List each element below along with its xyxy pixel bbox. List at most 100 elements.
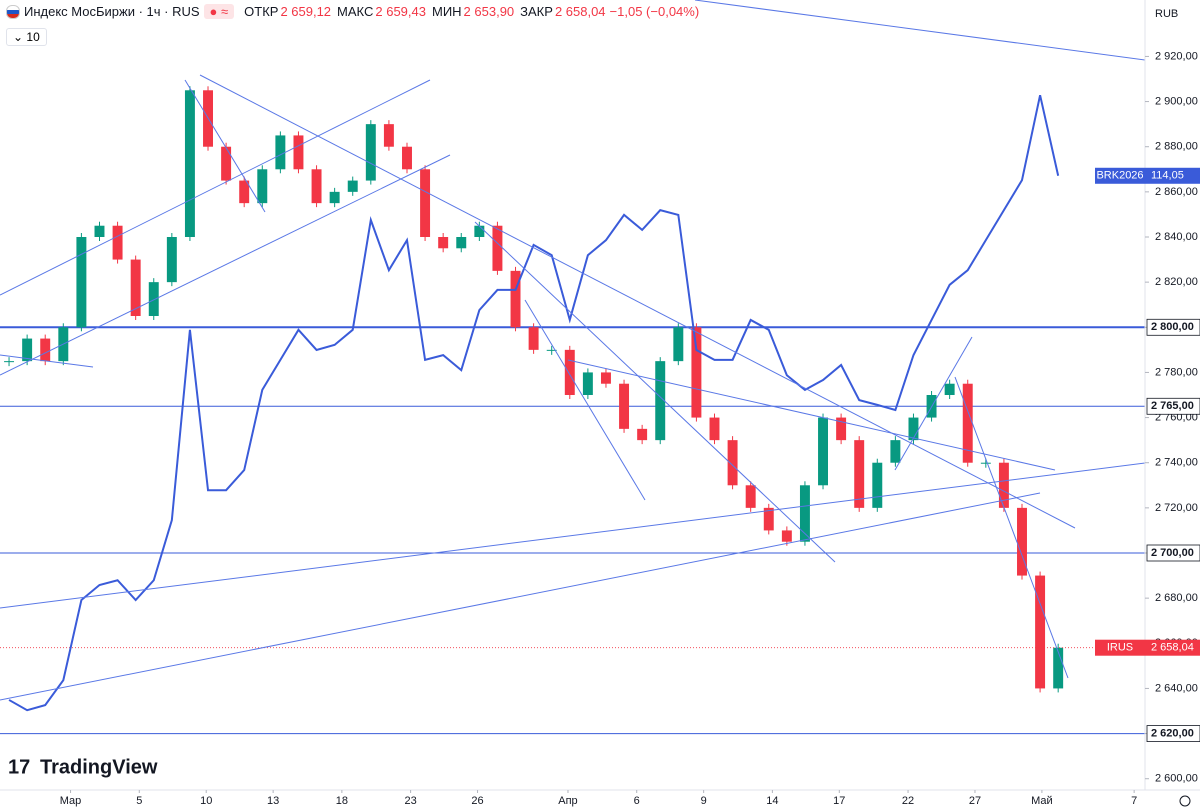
candle bbox=[402, 146, 412, 170]
candle bbox=[637, 428, 648, 441]
last-value-label: 2 658,04 bbox=[1151, 642, 1194, 654]
price-line-label: 2 765,00 bbox=[1151, 400, 1194, 412]
x-tick-label: 26 bbox=[471, 795, 483, 807]
price-line-box bbox=[1146, 318, 1200, 336]
x-tick-label: 13 bbox=[267, 795, 279, 807]
candle bbox=[257, 169, 268, 204]
series-name: IRUS bbox=[1107, 642, 1133, 654]
trend-line bbox=[0, 79, 431, 296]
candle bbox=[112, 225, 123, 260]
x-tick-label: 18 bbox=[336, 795, 348, 807]
candle bbox=[745, 485, 756, 508]
price-line-box bbox=[1146, 725, 1200, 742]
candle bbox=[474, 225, 485, 237]
trend-line bbox=[954, 376, 1069, 679]
candle bbox=[582, 372, 593, 395]
plot-area bbox=[0, 86, 1145, 735]
candle bbox=[1035, 575, 1046, 689]
candle bbox=[600, 372, 611, 384]
y-tick-label: 2 740,00 bbox=[1155, 457, 1198, 469]
candle bbox=[420, 169, 431, 237]
candle bbox=[1053, 647, 1064, 689]
candle bbox=[673, 327, 684, 362]
candle bbox=[275, 135, 286, 170]
candle bbox=[908, 417, 919, 441]
y-tick-label: 2 820,00 bbox=[1155, 276, 1198, 288]
last-value-box bbox=[1145, 167, 1200, 184]
series-name-box bbox=[1095, 167, 1145, 184]
y-tick-label: 2 640,00 bbox=[1155, 682, 1198, 694]
symbol-title: Индекс МосБиржи · 1ч · RUS bbox=[24, 4, 200, 19]
series-name: BRK2026 bbox=[1096, 170, 1143, 182]
candle bbox=[184, 90, 195, 238]
trend-line bbox=[0, 154, 451, 376]
candle bbox=[619, 383, 630, 429]
candle bbox=[239, 180, 250, 204]
trend-line bbox=[184, 79, 266, 213]
price-line-label: 2 700,00 bbox=[1151, 547, 1194, 559]
candle bbox=[347, 180, 358, 192]
trend-line bbox=[0, 492, 1041, 701]
candle bbox=[872, 462, 883, 508]
price-line-box bbox=[1146, 397, 1200, 415]
candle bbox=[365, 124, 376, 181]
trend-line bbox=[694, 0, 1146, 61]
x-tick-label: 10 bbox=[200, 795, 212, 807]
x-tick-label: 9 bbox=[701, 795, 707, 807]
trend-line bbox=[474, 221, 836, 563]
indicator[interactable]: ⌄ 10 bbox=[6, 28, 47, 46]
indicator-value: 10 bbox=[26, 30, 40, 44]
brand: TradingView bbox=[40, 756, 158, 778]
candle bbox=[799, 485, 810, 542]
ohlc-name: ЗАКР bbox=[520, 4, 553, 19]
settings-icon[interactable] bbox=[1179, 795, 1191, 807]
brand-logo: 17 bbox=[8, 756, 30, 778]
ohlc-value: 2 659,12 bbox=[280, 4, 332, 19]
candle bbox=[854, 440, 865, 508]
x-tick-label: 7 bbox=[1131, 795, 1137, 807]
candle bbox=[510, 270, 521, 328]
x-tick-label: 5 bbox=[136, 795, 142, 807]
trend-line bbox=[199, 74, 1076, 529]
ohlc-value: 2 659,43 bbox=[375, 4, 426, 19]
candle bbox=[76, 237, 87, 328]
candle bbox=[94, 225, 105, 237]
ohlc-name: МАКС bbox=[337, 4, 374, 19]
flag bbox=[6, 4, 20, 19]
trend-line bbox=[524, 299, 646, 501]
last-value-label: 114,05 bbox=[1151, 170, 1184, 182]
price-line-box bbox=[1146, 544, 1200, 562]
candle bbox=[836, 417, 847, 441]
y-tick-label: 2 920,00 bbox=[1155, 50, 1198, 62]
status-badge[interactable]: ● ≈ bbox=[203, 4, 235, 19]
candle bbox=[998, 462, 1009, 508]
x-tick-label: 27 bbox=[969, 795, 981, 807]
ohlc: ОТКР 2 659,12 МАКС 2 659,43 МИН 2 653,90 ЗАКР 2… bbox=[238, 4, 605, 19]
candle bbox=[763, 507, 774, 531]
candle bbox=[456, 237, 467, 249]
y-tick-label: 2 880,00 bbox=[1155, 141, 1198, 153]
candle bbox=[890, 440, 901, 463]
trend-line bbox=[0, 462, 1146, 609]
candle bbox=[492, 225, 503, 271]
candle bbox=[22, 338, 33, 362]
ohlc-value: 2 658,04 bbox=[554, 4, 606, 19]
currency: RUB bbox=[1155, 8, 1178, 20]
y-tick-label: 2 900,00 bbox=[1155, 95, 1198, 107]
candle bbox=[1017, 507, 1027, 576]
candle bbox=[655, 361, 666, 441]
candle bbox=[311, 169, 322, 204]
candle bbox=[944, 383, 955, 395]
candle bbox=[148, 282, 159, 316]
y-tick-label: 2 780,00 bbox=[1155, 366, 1198, 378]
candle bbox=[818, 417, 828, 486]
y-tick-label: 2 840,00 bbox=[1155, 231, 1198, 243]
x-tick-label: 14 bbox=[766, 795, 778, 807]
y-tick-label: 2 860,00 bbox=[1155, 186, 1198, 198]
candle bbox=[727, 440, 738, 486]
ohlc-name: ОТКР bbox=[244, 4, 279, 19]
x-tick-label: 17 bbox=[833, 795, 845, 807]
trend-line bbox=[567, 359, 1056, 471]
trend-line bbox=[894, 336, 973, 471]
